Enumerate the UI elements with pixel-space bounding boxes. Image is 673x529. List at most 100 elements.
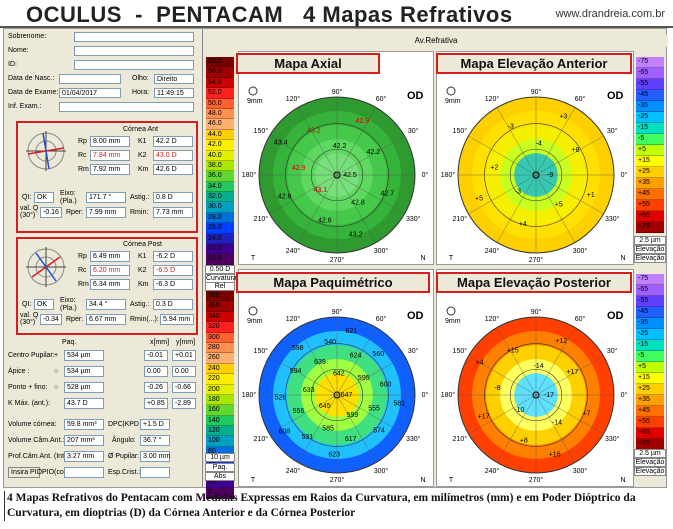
scale-step: +45: [636, 406, 664, 417]
fino-y: -0.66: [172, 382, 196, 393]
eye-label: OD: [607, 90, 624, 102]
prof-value: 3.27 mm: [64, 451, 104, 462]
elevation-anterior-map: 90° 270° 120° 60° 150° 30° 180° 0° 210° 330° 240° 3…: [441, 86, 628, 264]
post-k1-label: K1: [138, 253, 147, 260]
divider: [202, 29, 203, 487]
pentacam-window: Sobrenome: Nome: ID: Data de Nasc.: Olho…: [3, 28, 668, 499]
elev-ant-step: 2.5 µm: [634, 236, 666, 245]
scale-step: 160: [206, 405, 234, 416]
temporal-label: T: [449, 255, 454, 262]
label-inf: Inf. Exam.:: [8, 103, 42, 110]
nome-field[interactable]: [74, 46, 194, 56]
map-value: +5: [555, 202, 563, 209]
rc-label: Rc: [78, 152, 87, 159]
id-field[interactable]: [74, 60, 194, 70]
zoom-icon[interactable]: [446, 86, 456, 96]
label-exame: Data de Exame:: [8, 89, 59, 96]
grid-spoke: [468, 394, 537, 435]
data-exame-field[interactable]: 01/04/2017: [59, 88, 121, 98]
deg-tick: 210°: [453, 215, 468, 223]
scale-step: +55: [636, 200, 664, 211]
grid-spoke: [496, 107, 537, 176]
post-rc-value: 6.20 mm: [90, 265, 130, 276]
map-value: 43.2: [349, 231, 363, 238]
map-value: 531: [302, 434, 314, 441]
map-value: 581: [393, 400, 405, 407]
map-elev-post-panel[interactable]: 90° 270° 120° 60° 150° 30° 180° 0° 210° 330° 240° 3…: [436, 269, 634, 487]
map-paq-title: Mapa Paquimétrico: [236, 272, 430, 293]
deg-tick: 300°: [573, 467, 588, 475]
grid-spoke: [496, 174, 537, 243]
map-value: +4: [519, 221, 527, 228]
map-value: 594: [290, 368, 302, 375]
label-sobrenome: Sobrenome:: [8, 33, 47, 40]
deg-tick: 150°: [453, 347, 468, 355]
map-value: -3: [515, 189, 521, 196]
post-rper-label: Rper:: [66, 316, 84, 323]
map-value: +17: [566, 369, 578, 376]
deg-90: 90°: [531, 88, 542, 96]
figure-caption: 4 Mapas Refrativos do Pentacam com Medid…: [4, 491, 670, 521]
label-nome: Nome:: [8, 47, 29, 54]
map-value: 560: [372, 351, 384, 358]
scale-step: 20: [206, 478, 234, 489]
map-value: +8: [520, 437, 528, 444]
map-value: +1: [587, 192, 595, 199]
deg-tick: 180°: [441, 391, 456, 399]
map-value: -8: [494, 385, 500, 392]
map-paq-panel[interactable]: 90° 270° 120° 60° 150° 30° 180° 0° 210° 330° 240° 3…: [238, 269, 434, 487]
scale-step: -65: [636, 68, 664, 79]
pio-field[interactable]: [64, 467, 104, 478]
zoom-icon[interactable]: [446, 306, 456, 316]
map-value: 645: [319, 403, 331, 410]
deg-270: 270°: [330, 256, 345, 264]
rm-label: Rm: [78, 166, 89, 173]
map-value: 540: [324, 339, 336, 346]
insira-pio-button[interactable]: Insira PIO: [8, 467, 42, 478]
scale-step: +15: [636, 156, 664, 167]
zoom-icon[interactable]: [248, 306, 258, 316]
scale-step: 260: [206, 353, 234, 364]
zoom-icon[interactable]: [248, 86, 258, 96]
olho-field[interactable]: Direito: [154, 74, 194, 84]
inf-exam-field[interactable]: [59, 102, 194, 112]
scale-mm-label: 9mm: [445, 318, 461, 325]
scale-step: -35: [636, 101, 664, 112]
map-value: 617: [345, 436, 357, 443]
nasal-label: N: [420, 477, 425, 484]
fino-paq: 528 µm: [64, 382, 104, 393]
scale-step: 22.0: [206, 244, 234, 255]
elev-ant-label2: Elevação: [634, 254, 666, 263]
grid-spoke: [535, 135, 604, 176]
map-value: 623: [328, 452, 340, 459]
deg-tick: 30°: [408, 127, 419, 135]
elevation-anterior-scale: -75 -65 -55 -45 -35 -25 -15 -5 +5 +15 +25 +35 +45 +55…: [636, 57, 664, 233]
paq-abs-label: Abs: [205, 472, 235, 481]
deg-tick: 210°: [254, 215, 269, 223]
sobrenome-field[interactable]: [74, 32, 194, 42]
grid-spoke: [468, 174, 537, 215]
scale-step: 140: [206, 415, 234, 427]
map-value: 599: [347, 412, 359, 419]
post-astig-label: Astig.:: [130, 301, 150, 308]
esp-field[interactable]: [140, 467, 170, 478]
deg-tick: 240°: [286, 467, 301, 475]
grid-spoke: [535, 394, 576, 463]
grid-spoke: [269, 135, 338, 176]
centro-paq: 534 µm: [64, 350, 104, 361]
map-value: 647: [341, 392, 353, 399]
map-value: 555: [368, 406, 380, 413]
scale-step: -15: [636, 340, 664, 351]
map-axial-panel[interactable]: 90° 270° 120° 60° 150° 30° 180° 0° 210° 330° 240° 3…: [238, 51, 434, 265]
map-elev-ant-panel[interactable]: 90° 270° 120° 60° 150° 30° 180° 0° 210° 330° 240° 3…: [436, 51, 634, 265]
deg-tick: 150°: [254, 127, 269, 135]
deg-tick: 330°: [406, 215, 421, 223]
hora-field[interactable]: 11:49:15: [154, 88, 194, 98]
map-value: -17: [544, 392, 554, 399]
nasc-field[interactable]: [59, 74, 121, 84]
curvature-rel-label: Rel: [205, 282, 235, 291]
deg-90: 90°: [332, 88, 343, 96]
post-rper-value: 6.67 mm: [86, 314, 126, 325]
scale-step: 220: [206, 374, 234, 385]
post-rmin-value: 5.94 mm: [160, 314, 194, 325]
